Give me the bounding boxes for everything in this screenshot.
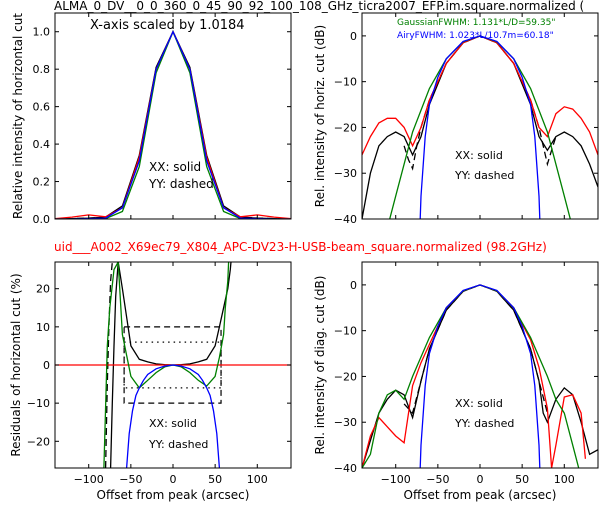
panel-tr: −40 −30 −20 −10 0 Rel. intensity of horiz. cu… [313,12,599,226]
plot-area-br [362,284,598,468]
y-tick-label: −40 [334,462,357,475]
x-tick-label: 0 [477,473,484,486]
plot-area-bl [55,262,291,468]
y-axis-label: Rel. intensity of diag. cut (dB) [313,276,327,455]
y-tick-label: 0.2 [33,176,51,189]
series-line-br-4 [419,284,541,468]
series-line-br-0 [362,284,598,468]
top-title: ALMA_0_DV__0_0_360_0_45_90_92_100_108_GH… [54,0,584,13]
series-line-br-2 [362,284,587,468]
plot-area-tr [362,35,598,219]
y-tick-label: 0.0 [33,213,51,226]
legend-entry-0: GaussianFWHM: 1.131*L/D=59.35" [397,18,555,28]
y-tick-label: −30 [334,167,357,180]
y-tick-label: −20 [27,435,50,448]
y-tick-label: −10 [27,397,50,410]
x-tick-label: 50 [208,473,222,486]
y-tick-label: 10 [36,321,50,334]
legend: GaussianFWHM: 1.131*L/D=59.35" AiryFWHM: … [397,18,555,41]
x-tick-label: 100 [554,473,575,486]
y-tick-label: 0 [350,279,357,292]
y-axis-label: Relative intensity of horizontal cut [11,13,25,219]
y-tick-label: 0.4 [33,138,51,151]
y-tick-label: −40 [334,213,357,226]
y-tick-label: 20 [36,283,50,296]
annotation-bl-1: YY: dashed [148,438,208,451]
y-axis-label: Rel. intensity of horiz. cut (dB) [313,25,327,207]
mid-title: uid___A002_X69ec79_X804_APC-DV23-H-USB-b… [54,240,547,254]
y-tick-label: −20 [334,121,357,134]
y-tick-label: 0.8 [33,63,51,76]
x-axis-label: Offset from peak (arcsec) [97,488,250,502]
x-tick-label: 0 [170,473,177,486]
x-tick-label: 100 [247,473,268,486]
annotation-tr-0: XX: solid [455,149,503,162]
series-line-tr-3 [389,35,571,219]
series-line-br-3 [362,284,580,468]
x-tick-label: −100 [74,473,104,486]
annotation-br-0: XX: solid [455,397,503,410]
annotation-bl-0: XX: solid [149,417,197,430]
series-line-bl-4 [125,364,221,468]
legend-entry-1: AiryFWHM: 1.023*L/10.7m=60.18" [397,31,554,41]
series-line-tr-4 [419,35,541,219]
y-tick-label: 0.6 [33,101,51,114]
annotation-tl-2: YY: dashed [148,177,214,191]
x-tick-label: −100 [381,473,411,486]
series-line-tr-2 [362,35,598,156]
y-tick-label: 1.0 [33,26,51,39]
y-tick-label: −20 [334,370,357,383]
annotation-tr-1: YY: dashed [454,169,514,182]
y-tick-label: −10 [334,76,357,89]
series-line-br-1 [403,284,549,415]
y-tick-label: −10 [334,325,357,338]
x-tick-label: 50 [515,473,529,486]
x-axis-label: Offset from peak (arcsec) [404,488,557,502]
panel-tl: 0.0 0.2 0.4 0.6 0.8 1.0 Relative intensity of … [11,12,292,226]
annotation-br-1: YY: dashed [454,417,514,430]
y-tick-label: 0 [43,359,50,372]
annotation-tl-0: X-axis scaled by 1.0184 [90,18,245,33]
x-tick-label: −50 [426,473,449,486]
y-tick-label: −30 [334,416,357,429]
series-line-tl-4 [55,30,291,219]
y-axis-label: Residuals of horizontal cut (%) [9,273,23,456]
annotation-tl-1: XX: solid [149,160,201,174]
y-tick-label: 0 [350,30,357,43]
series-line-bl-1 [104,262,113,468]
x-tick-label: −50 [119,473,142,486]
